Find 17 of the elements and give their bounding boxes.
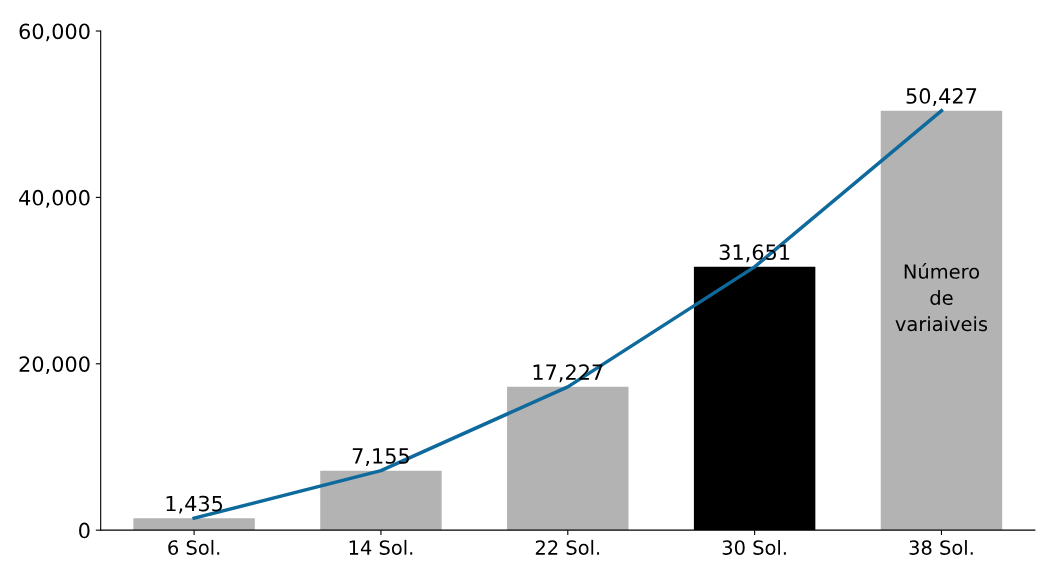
bar (320, 470, 442, 531)
y-tick-label: 20,000 (19, 356, 90, 375)
x-tick-label: 22 Sol. (535, 539, 600, 555)
data-label: 7,155 (352, 448, 409, 466)
x-tick-label: 30 Sol. (722, 539, 786, 555)
x-tick-label: 38 Sol. (909, 539, 973, 555)
bar (880, 110, 1003, 531)
bar (133, 518, 255, 531)
y-tick-label: 60,000 (19, 23, 90, 42)
x-tick-label: 6 Sol. (168, 539, 220, 555)
bar (507, 386, 629, 531)
data-label: 1,435 (166, 495, 223, 514)
y-tick-label: 0 (79, 522, 90, 539)
series-label: Número de variaiveis (895, 263, 988, 332)
x-tick-label: 14 Sol. (349, 539, 413, 555)
data-label: 50,427 (906, 88, 977, 106)
y-tick-label: 40,000 (19, 189, 90, 208)
